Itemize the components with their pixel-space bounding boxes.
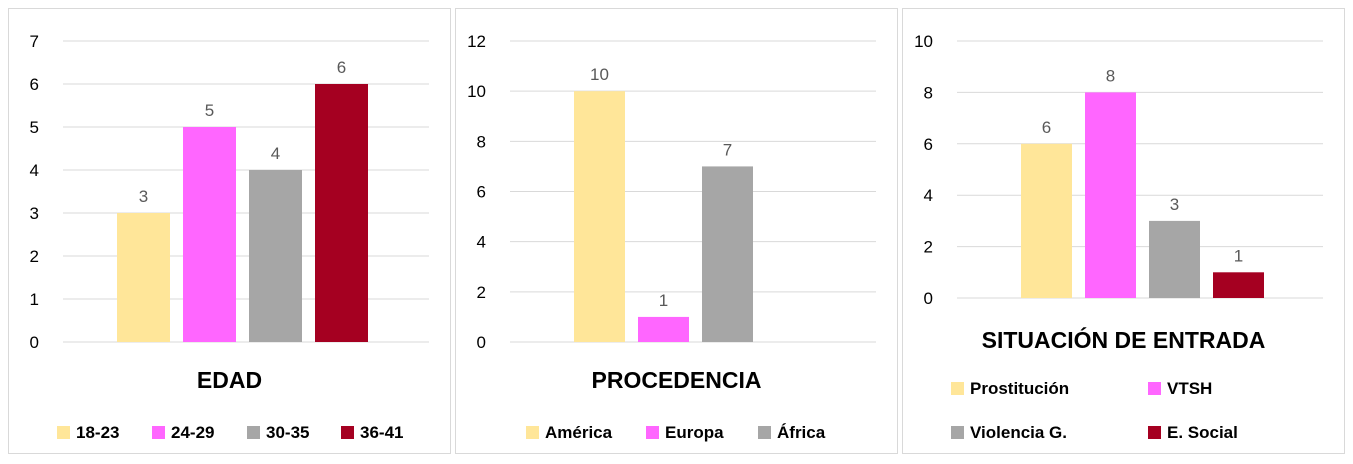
bar-am-rica — [574, 91, 625, 343]
y-tick-label: 2 — [30, 247, 39, 266]
legend-item: África — [758, 423, 825, 443]
legend-label: Europa — [665, 423, 724, 442]
chart-legend: Prostitución VTSH Violencia G. E. Social — [903, 379, 1346, 449]
chart-title: SITUACIÓN DE ENTRADA — [981, 327, 1266, 353]
bar-europa — [638, 316, 689, 342]
legend-label: América — [545, 423, 613, 442]
legend-item: VTSH — [1148, 379, 1212, 399]
y-tick-label: 6 — [477, 183, 486, 202]
y-tick-label: 12 — [467, 32, 486, 51]
y-tick-label: 10 — [467, 82, 486, 101]
legend-item: Prostitución — [951, 379, 1069, 399]
legend-item: E. Social — [1148, 423, 1238, 443]
data-label: 10 — [590, 65, 609, 84]
y-tick-label: 4 — [30, 161, 39, 180]
legend-label: 18-23 — [76, 423, 120, 442]
data-label: 3 — [139, 187, 148, 206]
bar-prostituci-n — [1021, 143, 1072, 298]
legend-swatch — [247, 426, 260, 439]
chart-legend: América Europa África — [456, 423, 899, 447]
legend-label: Prostitución — [970, 379, 1070, 398]
legend-item: América — [526, 423, 612, 443]
legend-label: 36-41 — [360, 423, 404, 442]
legend-swatch — [57, 426, 70, 439]
legend-swatch — [341, 426, 354, 439]
chart-title: EDAD — [196, 367, 263, 393]
legend-item: 36-41 — [341, 423, 403, 443]
legend-swatch — [152, 426, 165, 439]
legend-swatch — [951, 426, 964, 439]
chart-edad: 0 1 2 3 4 5 6 7 3 5 4 6 — [30, 32, 429, 352]
data-label: 6 — [337, 58, 346, 77]
legend-label: VTSH — [1167, 379, 1213, 398]
bar-30-35 — [249, 170, 302, 342]
chart-situacion-de-entrada: 0 2 4 6 8 10 6 8 3 1 — [914, 32, 1323, 308]
data-label: 1 — [659, 291, 668, 310]
data-label: 6 — [1042, 118, 1051, 137]
y-tick-label: 0 — [30, 333, 39, 352]
bar-e-social — [1213, 272, 1264, 298]
y-tick-label: 4 — [477, 233, 486, 252]
legend-item: Violencia G. — [951, 423, 1067, 443]
y-tick-label: 6 — [924, 135, 933, 154]
y-tick-label: 2 — [924, 238, 933, 257]
legend-label: Violencia G. — [970, 423, 1068, 442]
data-label: 1 — [1234, 246, 1243, 265]
data-label: 5 — [205, 101, 214, 120]
bar-18-23 — [117, 213, 170, 342]
y-tick-label: 0 — [924, 289, 933, 308]
bar-violencia-g- — [1149, 220, 1200, 298]
y-tick-label: 3 — [30, 204, 39, 223]
y-tick-label: 6 — [30, 75, 39, 94]
y-tick-label: 2 — [477, 283, 486, 302]
legend-swatch — [1148, 426, 1161, 439]
legend-item: 24-29 — [152, 423, 214, 443]
bar-36-41 — [315, 84, 368, 342]
legend-swatch — [646, 426, 659, 439]
legend-label: 24-29 — [171, 423, 215, 442]
data-label: 7 — [723, 140, 732, 159]
legend-label: E. Social — [1167, 423, 1238, 442]
y-tick-label: 4 — [924, 186, 933, 205]
chart-procedencia: 0 2 4 6 8 10 12 10 1 7 — [467, 32, 876, 352]
y-tick-label: 8 — [924, 83, 933, 102]
y-tick-label: 7 — [30, 32, 39, 51]
legend-item: 30-35 — [247, 423, 309, 443]
bar-vtsh — [1085, 92, 1136, 299]
chart-panel-edad: 0 1 2 3 4 5 6 7 3 5 4 6 EDAD 18-23 24-29 30-35 36-4… — [8, 8, 451, 454]
legend-label: 30-35 — [266, 423, 310, 442]
legend-item: 18-23 — [57, 423, 119, 443]
data-label: 4 — [271, 144, 280, 163]
chart-legend: 18-23 24-29 30-35 36-41 — [9, 423, 452, 447]
y-tick-label: 8 — [477, 132, 486, 151]
data-label: 3 — [1170, 195, 1179, 214]
legend-label: África — [777, 423, 826, 442]
chart-panel-situacion: 0 2 4 6 8 10 6 8 3 1 SITUACIÓN DE ENTRADA Prostit… — [902, 8, 1345, 454]
legend-swatch — [526, 426, 539, 439]
legend-item: Europa — [646, 423, 724, 443]
legend-swatch — [1148, 382, 1161, 395]
y-tick-label: 1 — [30, 290, 39, 309]
legend-swatch — [758, 426, 771, 439]
y-tick-label: 0 — [477, 333, 486, 352]
y-tick-label: 5 — [30, 118, 39, 137]
chart-panel-procedencia: 0 2 4 6 8 10 12 10 1 7 PROCEDENCIA América Europa… — [455, 8, 898, 454]
legend-swatch — [951, 382, 964, 395]
data-label: 8 — [1106, 66, 1115, 85]
bar--frica — [702, 166, 753, 342]
bar-24-29 — [183, 127, 236, 342]
chart-title: PROCEDENCIA — [591, 367, 762, 393]
y-tick-label: 10 — [914, 32, 933, 51]
